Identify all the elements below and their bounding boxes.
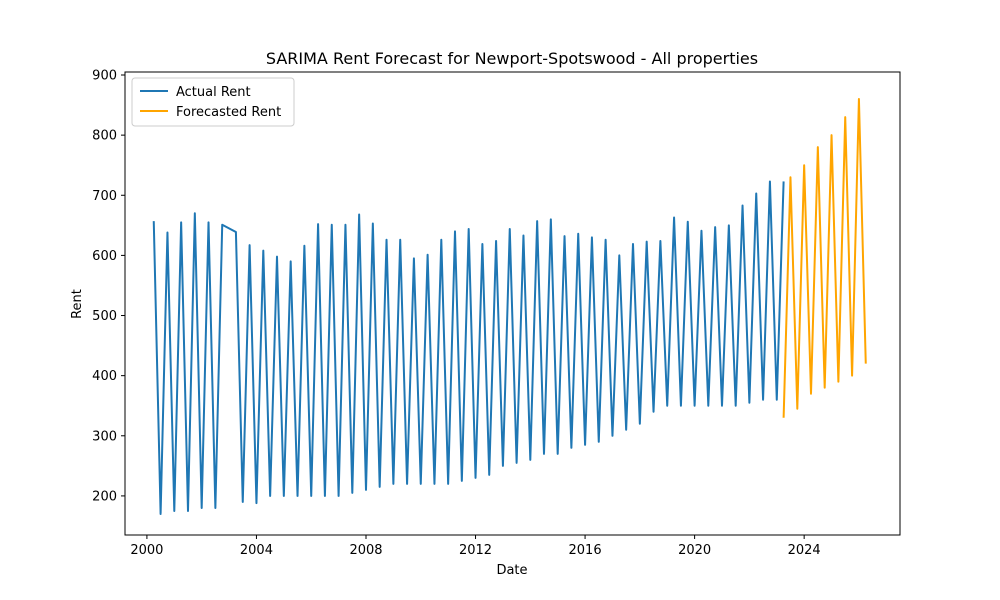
x-tick-label: 2000 (130, 543, 163, 558)
y-axis-ticks: 200 300 400 500 600 700 800 900 (92, 69, 125, 504)
y-tick-label: 600 (92, 249, 117, 264)
series-line-actual-rent (152, 180, 785, 515)
plot-series (152, 98, 867, 515)
y-tick-label: 800 (92, 129, 117, 144)
y-tick-label: 200 (92, 489, 117, 504)
y-tick-label: 900 (92, 69, 117, 84)
y-tick-label: 300 (92, 429, 117, 444)
legend-label-forecast: Forecasted Rent (176, 105, 281, 120)
y-tick-label: 700 (92, 189, 117, 204)
y-tick-label: 400 (92, 369, 117, 384)
x-tick-label: 2008 (349, 543, 382, 558)
x-tick-label: 2012 (459, 543, 492, 558)
legend-label-actual: Actual Rent (176, 85, 251, 100)
x-axis-label: Date (496, 563, 527, 578)
plot-frame (124, 71, 901, 536)
x-tick-label: 2020 (678, 543, 711, 558)
series-line-forecasted-rent (782, 98, 867, 418)
x-tick-label: 2016 (569, 543, 602, 558)
y-axis-label: Rent (70, 289, 85, 319)
y-tick-label: 500 (92, 309, 117, 324)
x-tick-label: 2004 (240, 543, 273, 558)
x-tick-label: 2024 (788, 543, 821, 558)
x-axis-ticks: 2000 2004 2008 2012 2016 2020 2024 (130, 535, 821, 558)
legend: Actual Rent Forecasted Rent (131, 77, 295, 127)
legend-box (131, 77, 295, 127)
chart-title: SARIMA Rent Forecast for Newport-Spotswo… (266, 49, 758, 68)
